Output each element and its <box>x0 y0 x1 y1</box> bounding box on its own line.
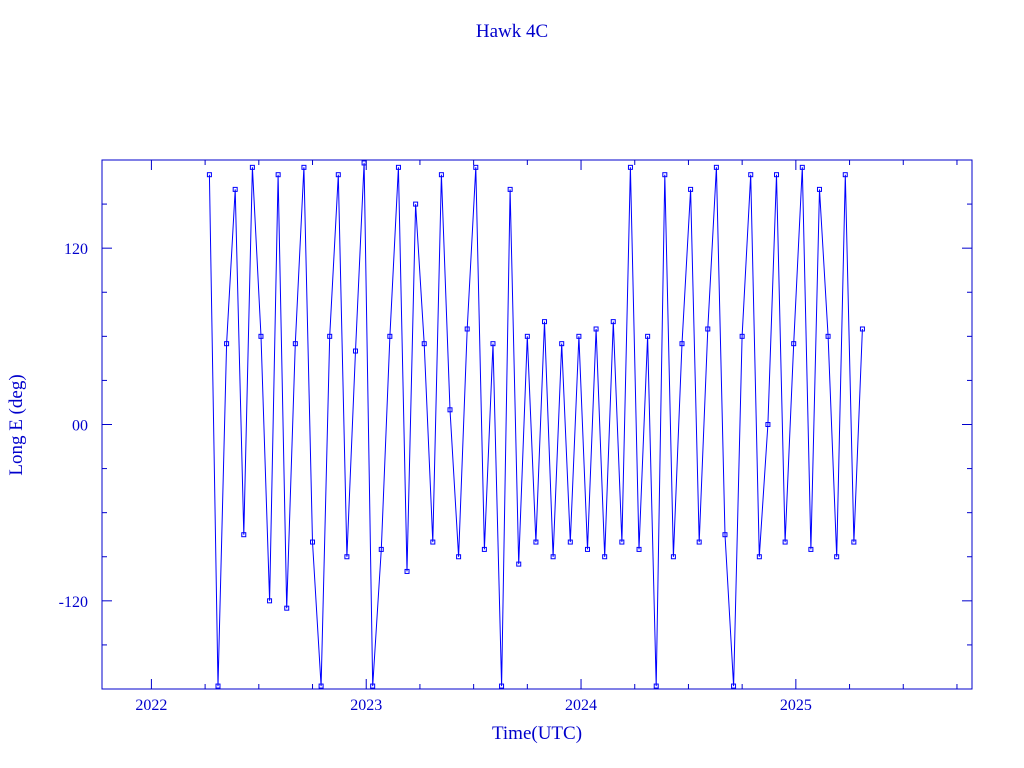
data-point <box>438 172 444 178</box>
data-point <box>610 319 616 325</box>
data-point <box>670 554 676 560</box>
data-point <box>344 554 350 560</box>
data-point <box>206 172 212 178</box>
data-point <box>310 539 316 545</box>
data-point <box>550 554 556 560</box>
data-point <box>542 319 548 325</box>
data-point <box>430 539 436 545</box>
data-point <box>636 546 642 552</box>
data-point <box>679 341 685 347</box>
data-point <box>782 539 788 545</box>
data-point <box>378 546 384 552</box>
data-point <box>249 164 255 170</box>
y-tick-label: -120 <box>59 594 88 611</box>
data-point <box>464 326 470 332</box>
data-point <box>284 605 290 611</box>
data-point <box>370 683 376 689</box>
data-point <box>232 186 238 192</box>
data-point <box>834 554 840 560</box>
data-point <box>748 172 754 178</box>
data-point <box>215 683 221 689</box>
data-point <box>722 532 728 538</box>
data-point <box>567 539 573 545</box>
data-point <box>267 598 273 604</box>
data-point <box>516 561 522 567</box>
y-tick-label: 120 <box>64 241 88 258</box>
data-point <box>241 532 247 538</box>
data-point <box>318 683 324 689</box>
data-point <box>799 164 805 170</box>
data-point <box>739 333 745 339</box>
y-axis-label: Long E (deg) <box>6 374 27 475</box>
data-point <box>395 164 401 170</box>
data-line <box>208 162 863 687</box>
data-point <box>851 539 857 545</box>
x-tick-label: 2024 <box>565 697 597 714</box>
data-point <box>275 172 281 178</box>
chart-title: Hawk 4C <box>476 21 548 42</box>
data-point <box>808 546 814 552</box>
data-point <box>662 172 668 178</box>
data-point <box>593 326 599 332</box>
data-point <box>576 333 582 339</box>
data-point <box>507 186 513 192</box>
data-point <box>559 341 565 347</box>
data-point <box>292 341 298 347</box>
data-point <box>645 333 651 339</box>
data-point <box>413 201 419 207</box>
data-point <box>352 348 358 354</box>
data-point <box>421 341 427 347</box>
data-point <box>619 539 625 545</box>
data-point <box>258 333 264 339</box>
data-point <box>602 554 608 560</box>
data-point <box>473 164 479 170</box>
data-point <box>335 172 341 178</box>
data-point <box>688 186 694 192</box>
data-point <box>224 341 230 347</box>
data-point <box>627 164 633 170</box>
x-tick-label: 2025 <box>780 697 812 714</box>
data-point <box>705 326 711 332</box>
data-point <box>584 546 590 552</box>
data-point <box>456 554 462 560</box>
data-point <box>481 546 487 552</box>
data-point <box>731 683 737 689</box>
x-axis-label: Time(UTC) <box>492 723 582 744</box>
data-point <box>825 333 831 339</box>
data-point <box>327 333 333 339</box>
data-point <box>842 172 848 178</box>
data-point <box>791 341 797 347</box>
data-point <box>499 683 505 689</box>
data-point <box>533 539 539 545</box>
data-point <box>696 539 702 545</box>
data-point <box>301 164 307 170</box>
data-point <box>524 333 530 339</box>
data-point <box>774 172 780 178</box>
data-point <box>653 683 659 689</box>
data-point <box>490 341 496 347</box>
data-point <box>447 407 453 413</box>
data-point <box>756 554 762 560</box>
data-point <box>816 186 822 192</box>
y-tick-label: 00 <box>72 418 88 435</box>
data-point <box>404 568 410 574</box>
data-point <box>713 164 719 170</box>
x-tick-label: 2022 <box>135 697 167 714</box>
data-point <box>859 326 865 332</box>
data-point <box>765 422 771 427</box>
data-point <box>387 333 393 339</box>
x-tick-label: 2023 <box>350 697 382 714</box>
